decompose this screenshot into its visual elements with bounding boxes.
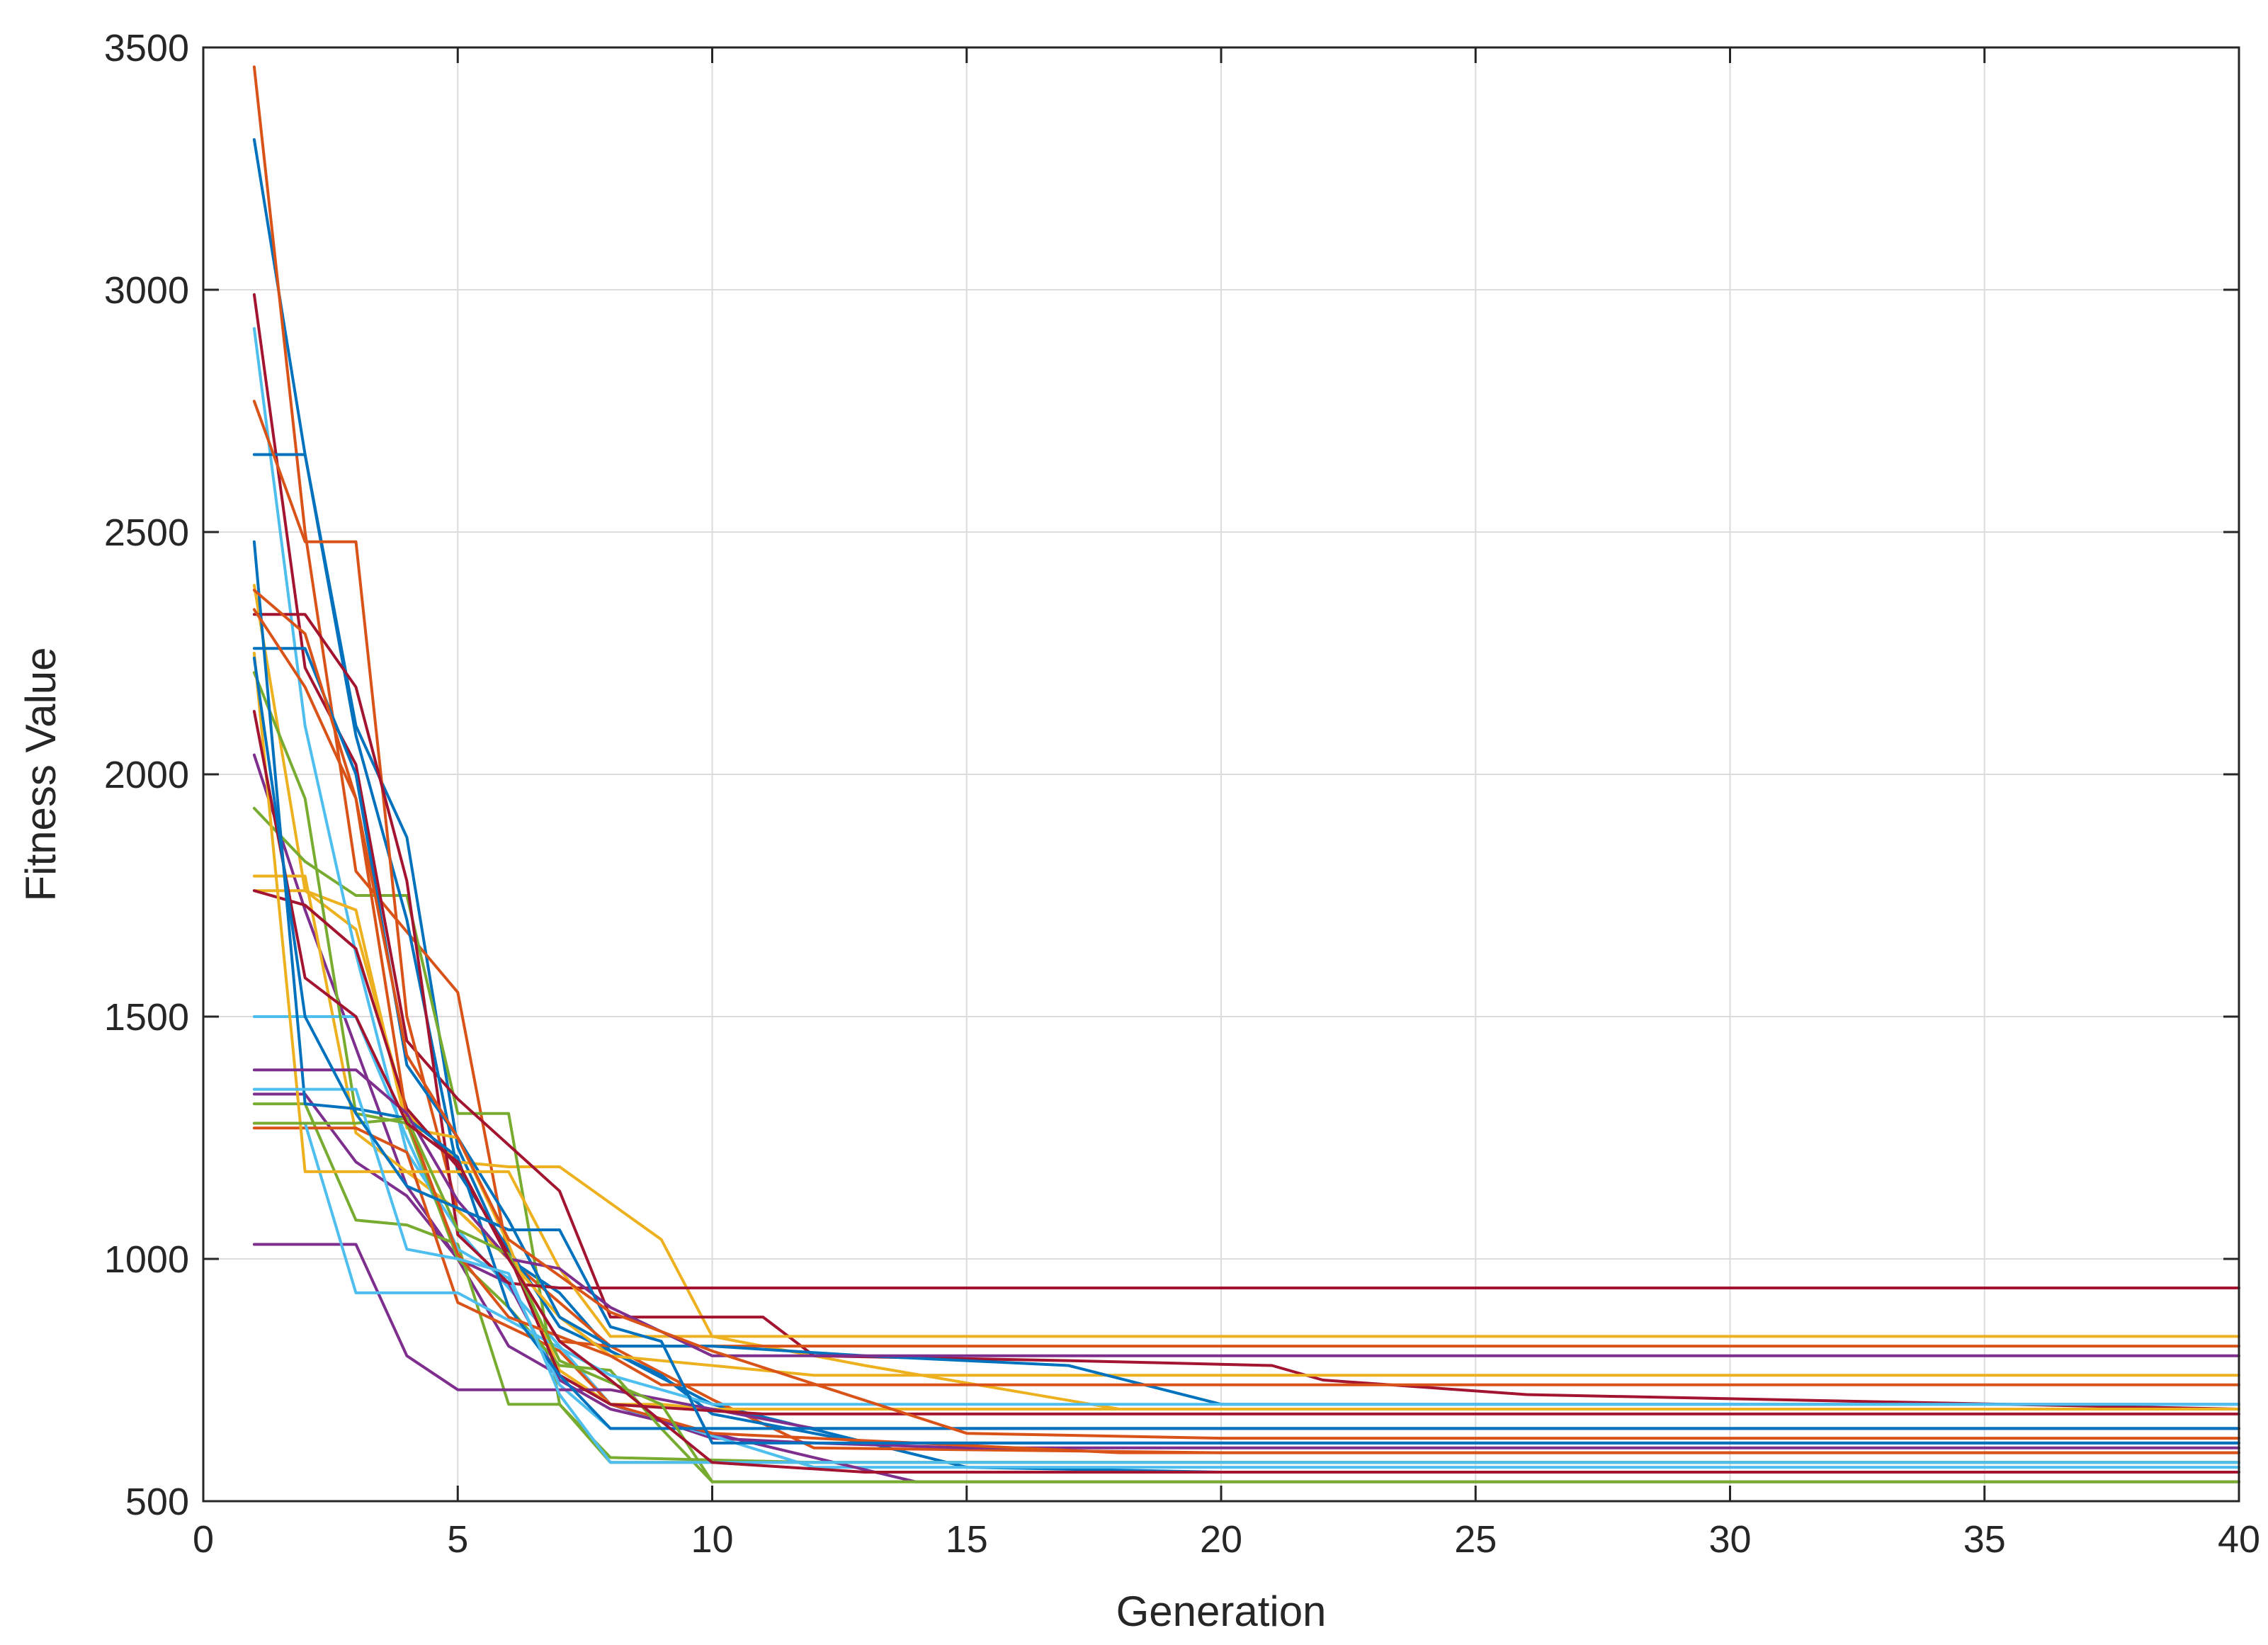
x-tick-label: 35 — [1963, 1518, 2006, 1561]
series-line-30 — [252, 589, 2240, 1440]
y-axis-label: Fitness Value — [17, 647, 64, 901]
x-tick-label: 40 — [2218, 1518, 2260, 1561]
series-line-15 — [252, 647, 2240, 1406]
x-tick-label: 10 — [691, 1518, 733, 1561]
x-axis-label: Generation — [1116, 1588, 1327, 1635]
y-tick-label: 2500 — [104, 511, 189, 554]
series-line-23 — [252, 608, 2240, 1386]
series-line-24 — [252, 652, 2240, 1338]
series-line-18 — [252, 1243, 2240, 1430]
tick-labels: 0 5 10 15 20 25 30 35 40 500 1000 1500 2000 2500 3000 3… — [104, 27, 2260, 1561]
series-line-2 — [252, 65, 2240, 1454]
series-line-22 — [252, 540, 2240, 1430]
y-tick-label: 3000 — [104, 269, 189, 312]
y-tick-label: 1500 — [104, 996, 189, 1039]
x-tick-label: 15 — [946, 1518, 988, 1561]
y-tick-label: 2000 — [104, 754, 189, 796]
grid — [203, 47, 2239, 1501]
series-line-27 — [252, 1087, 2240, 1464]
series-line-20 — [252, 1121, 2240, 1406]
series-line-28 — [252, 710, 2240, 1474]
y-tick-label: 3500 — [104, 27, 189, 69]
x-tick-label: 0 — [193, 1518, 214, 1561]
axis-ticks — [202, 46, 2240, 1503]
x-tick-label: 5 — [447, 1518, 468, 1561]
x-tick-label: 25 — [1454, 1518, 1497, 1561]
series-line-14 — [252, 613, 2240, 1289]
series-line-13 — [252, 1015, 2240, 1430]
series-line-29 — [252, 656, 2240, 1445]
y-tick-label: 1000 — [104, 1238, 189, 1281]
x-tick-label: 20 — [1200, 1518, 1242, 1561]
y-tick-label: 500 — [125, 1481, 189, 1523]
x-tick-label: 30 — [1708, 1518, 1751, 1561]
series-line-5 — [252, 806, 2240, 1464]
series-lines — [252, 65, 2240, 1483]
